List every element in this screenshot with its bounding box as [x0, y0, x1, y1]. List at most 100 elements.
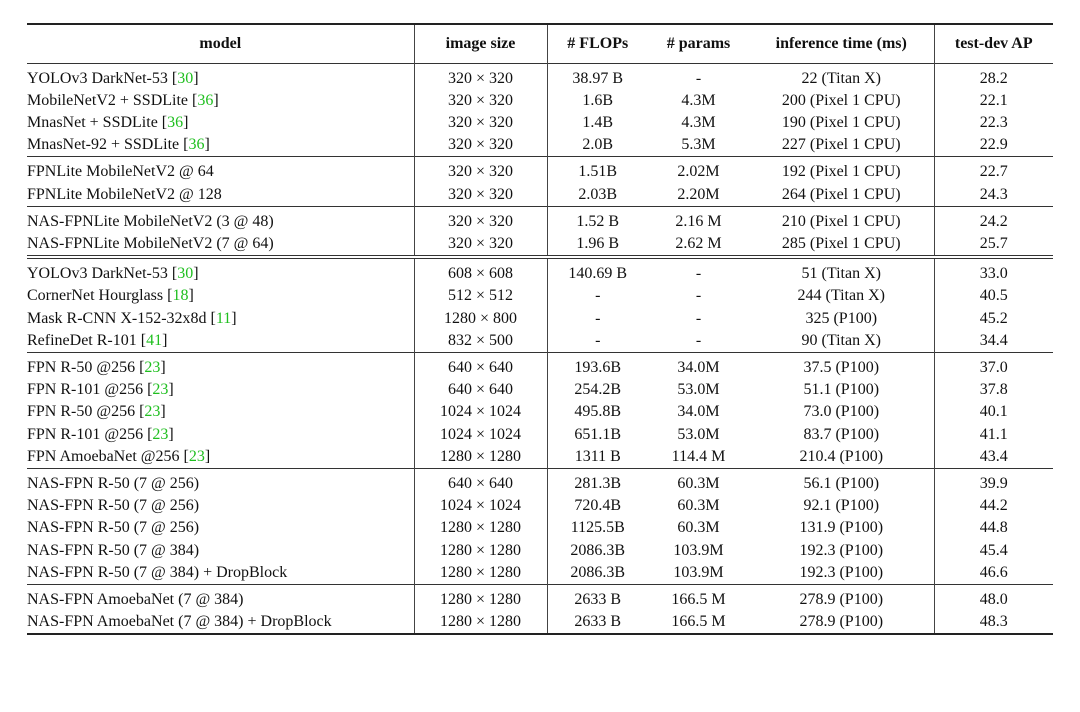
cell-model: FPN R-50 @256 [23] [27, 351, 415, 380]
table-row: NAS-FPNLite MobileNetV2 (7 @ 64) 320 × 32… [27, 232, 1053, 258]
table-row: FPN AmoebaNet @256 [23] 1280 × 1280 1311 B… [27, 445, 1053, 469]
cell-flops: 1311 B [574, 447, 621, 465]
cell-params: 166.5 M [671, 613, 726, 631]
cell-model: YOLOv3 DarkNet-53 [30] [27, 62, 415, 90]
cell-image-size: 1280 × 1280 [414, 611, 548, 635]
table-row: FPNLite MobileNetV2 @ 128 320 × 320 2.03B 2… [27, 183, 1053, 207]
cell-flops: 1.51B [547, 156, 648, 184]
cell-image-size: 320 × 320 [414, 183, 548, 207]
cell-inference-time: 51.1 (P100) [749, 379, 935, 402]
model-name: NAS-FPN AmoebaNet (7 @ 384) [27, 590, 244, 608]
cell-test-dev-ap: 41.1 [979, 425, 1008, 443]
cell-image-size: 640 × 640 [414, 467, 548, 496]
cell-test-dev-ap: 24.3 [979, 185, 1008, 203]
cell-inference-time: 192.3 (P100) [749, 539, 935, 562]
cell-test-dev-ap: 44.8 [979, 519, 1008, 537]
cell-inference-time: 90 (Titan X) [749, 329, 935, 353]
model-name: FPN R-50 @256 [27, 403, 136, 421]
cell-image-size: 1280 × 1280 [414, 517, 548, 540]
model-name: NAS-FPN R-50 (7 @ 256) [27, 497, 200, 515]
cell-params: 103.9M [673, 563, 724, 581]
cell-inference-time: 92.1 (P100) [749, 495, 935, 518]
cell-model: FPN R-101 @256 [23] [27, 423, 415, 446]
table-row: NAS-FPN R-50 (7 @ 384) 1280 × 1280 2086.3B… [27, 539, 1053, 562]
cell-params: 53.0M [677, 381, 720, 399]
cell-test-dev-ap: 40.5 [979, 287, 1008, 305]
cell-flops: 651.1B [574, 425, 622, 443]
cell-flops: 2633 B [547, 583, 648, 612]
citation-link[interactable]: 23 [144, 403, 161, 421]
cell-test-dev-ap: 22.1 [979, 91, 1008, 109]
cell-inference-time: 131.9 (P100) [749, 517, 935, 540]
cell-flops: 720.4B [574, 497, 622, 515]
citation-link[interactable]: 41 [146, 331, 163, 349]
cell-inference-time: 51 (Titan X) [749, 255, 935, 286]
header-flops: # FLOPs [567, 34, 629, 52]
cell-flops: 2633 B [574, 613, 622, 631]
cell-flops: 1125.5B [570, 519, 625, 537]
model-name: FPNLite MobileNetV2 @ 128 [27, 185, 222, 203]
citation-link[interactable]: 23 [188, 447, 205, 465]
cell-flops: 1.52 B [547, 205, 648, 233]
cell-test-dev-ap: 24.2 [934, 205, 1053, 233]
citation-link[interactable]: 30 [177, 265, 194, 283]
table-row: NAS-FPNLite MobileNetV2 (3 @ 48) 320 × 32… [27, 205, 1053, 233]
cell-test-dev-ap: 48.3 [979, 613, 1008, 631]
table-row: NAS-FPN R-50 (7 @ 384) + DropBlock 1280 ×… [27, 561, 1053, 585]
table-header: model image size # FLOPs # params infere… [27, 24, 1053, 63]
cell-model: NAS-FPN R-50 (7 @ 256) [27, 495, 415, 518]
cell-inference-time: 278.9 (P100) [749, 583, 935, 612]
cell-inference-time: 210 (Pixel 1 CPU) [749, 205, 935, 233]
model-name: NAS-FPN AmoebaNet (7 @ 384) + DropBlock [27, 613, 332, 631]
header-params: # params [666, 34, 731, 52]
header-model: model [27, 24, 415, 63]
cell-model: NAS-FPN R-50 (7 @ 384) [27, 539, 415, 562]
cell-params: - [648, 62, 749, 90]
cell-inference-time: 192 (Pixel 1 CPU) [749, 156, 935, 184]
cell-flops: 193.6B [547, 351, 648, 380]
cell-image-size: 640 × 640 [414, 379, 548, 402]
cell-test-dev-ap: 46.6 [979, 563, 1008, 581]
table-row: FPN R-101 @256 [23] 1024 × 1024 651.1B 53.0… [27, 423, 1053, 446]
table-row: FPNLite MobileNetV2 @ 64 320 × 320 1.51B 2.… [27, 156, 1053, 184]
cell-params: 53.0M [677, 425, 720, 443]
citation-link[interactable]: 36 [167, 113, 184, 131]
cell-inference-time: 210.4 (P100) [749, 445, 935, 469]
citation-link[interactable]: 36 [197, 91, 214, 109]
cell-inference-time: 325 (P100) [749, 307, 935, 330]
cell-model: FPN AmoebaNet @256 [23] [27, 445, 415, 469]
table-row: MobileNetV2 + SSDLite [36] 320 × 320 1.6B 4… [27, 89, 1053, 112]
cell-image-size: 320 × 320 [414, 205, 548, 233]
cell-params: 60.3M [677, 497, 720, 515]
cell-test-dev-ap: 43.4 [979, 447, 1008, 465]
citation-link[interactable]: 23 [144, 358, 161, 376]
model-name: RefineDet R-101 [27, 331, 137, 349]
citation-link[interactable]: 23 [152, 381, 169, 399]
cell-flops: 2.03B [578, 185, 618, 203]
model-name: FPN R-101 @256 [27, 381, 144, 399]
cell-image-size: 320 × 320 [414, 134, 548, 157]
citation-link[interactable]: 18 [172, 287, 189, 305]
cell-params: 5.3M [681, 136, 716, 154]
model-name: NAS-FPN R-50 (7 @ 256) [27, 474, 200, 492]
cell-flops: 2086.3B [570, 563, 626, 581]
table-row: NAS-FPN R-50 (7 @ 256) 1024 × 1024 720.4B 6… [27, 495, 1053, 518]
cell-flops: 1.6B [582, 91, 614, 109]
cell-model: YOLOv3 DarkNet-53 [30] [27, 255, 415, 286]
cell-flops: 140.69 B [547, 255, 648, 286]
cell-flops: - [595, 331, 601, 349]
model-name: CornerNet Hourglass [27, 287, 164, 305]
model-name: MnasNet + SSDLite [27, 113, 158, 131]
model-name: NAS-FPNLite MobileNetV2 (3 @ 48) [27, 212, 274, 230]
citation-link[interactable]: 23 [152, 425, 169, 443]
cell-image-size: 1280 × 800 [414, 307, 548, 330]
citation-link[interactable]: 30 [177, 69, 194, 87]
table-row: NAS-FPN R-50 (7 @ 256) 1280 × 1280 1125.5B… [27, 517, 1053, 540]
cell-inference-time: 190 (Pixel 1 CPU) [749, 111, 935, 135]
citation-link[interactable]: 11 [215, 309, 232, 327]
cell-model: NAS-FPNLite MobileNetV2 (3 @ 48) [27, 205, 415, 233]
header-inference-time: inference time (ms) [749, 24, 935, 63]
cell-model: NAS-FPN R-50 (7 @ 256) [27, 517, 415, 540]
citation-link[interactable]: 36 [188, 136, 205, 154]
cell-inference-time: 73.0 (P100) [749, 401, 935, 424]
